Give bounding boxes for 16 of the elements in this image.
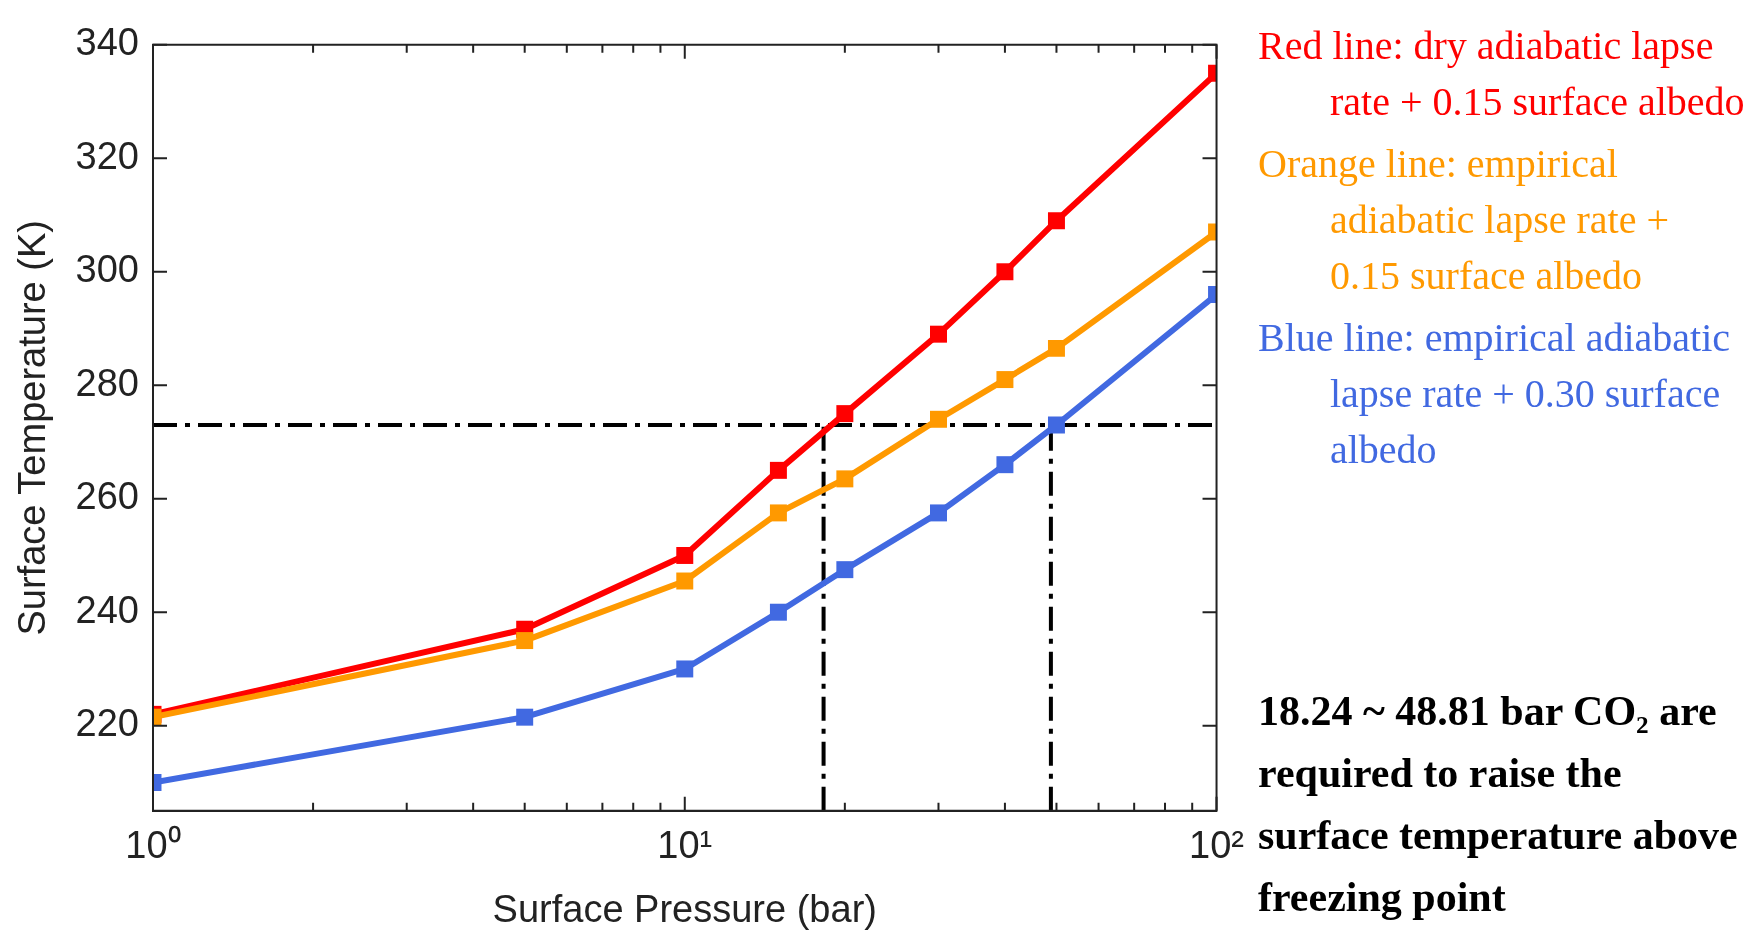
series-label: Orange line: empirical adiabatic lapse rate + 0.15 surface albedo [1258,140,1671,300]
y-axis-title: Surface Temperature (K) [11,220,54,636]
x-tick-label: 10² [1189,824,1244,867]
y-tick-label: 240 [75,588,139,631]
y-tick-label: 300 [75,248,139,291]
y-tick-label: 320 [75,134,139,177]
y-tick-label: 220 [75,702,139,745]
x-axis-title: Surface Pressure (bar) [492,887,877,930]
y-tick-label: 340 [75,21,139,64]
y-tick-label: 260 [75,475,139,518]
x-tick-label: 10¹ [657,824,713,867]
x-tick-label: 10⁰ [125,824,181,867]
y-tick-label: 280 [75,361,139,404]
series-label: Red line: dry adiabatic lapse rate + 0.15 surface albedo [1258,22,1746,126]
text: 18.24 ~ 48.81 bar CO₂ are required to raise the surface temperature above freezing point [1258,687,1739,922]
series-label: Blue line: empirical adiabatic lapse rate + 0.30 surface albedo [1258,314,1732,474]
